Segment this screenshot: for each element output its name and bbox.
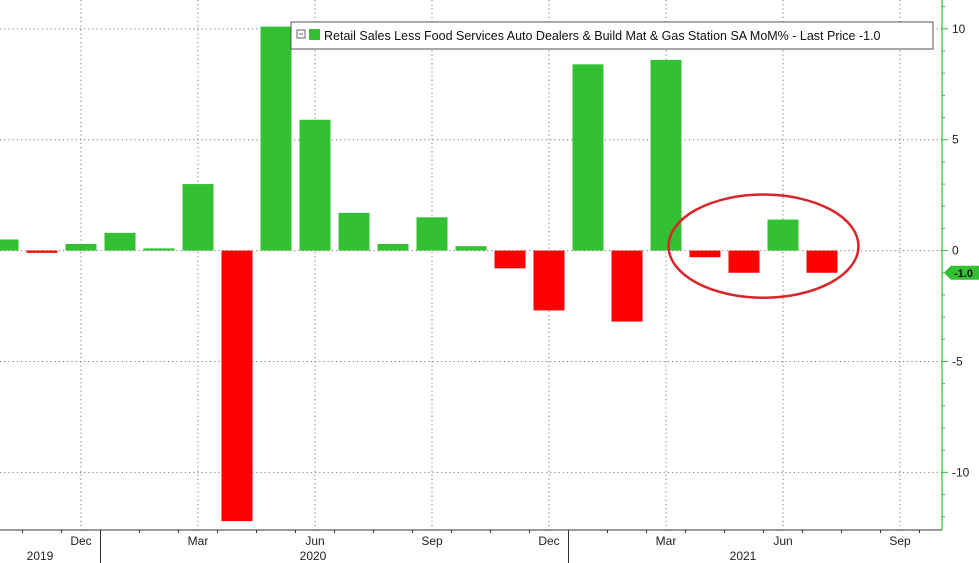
bar bbox=[767, 219, 799, 251]
x-tick-label: Sep bbox=[889, 534, 911, 548]
bar bbox=[455, 246, 487, 251]
bar bbox=[806, 250, 838, 273]
legend-swatch bbox=[309, 29, 320, 40]
last-price-marker bbox=[944, 265, 979, 280]
bar bbox=[494, 250, 526, 269]
y-tick-label: 0 bbox=[952, 244, 959, 258]
x-tick-label: Mar bbox=[188, 534, 209, 548]
highlight-ellipse bbox=[667, 193, 860, 300]
bar bbox=[26, 250, 58, 253]
x-tick-label: Jun bbox=[305, 534, 324, 548]
legend: Retail Sales Less Food Services Auto Dea… bbox=[290, 21, 934, 50]
bar bbox=[650, 59, 682, 251]
x-tick-label: Jun bbox=[773, 534, 792, 548]
y-tick-label: 5 bbox=[952, 133, 959, 147]
bar bbox=[728, 250, 760, 273]
bar bbox=[182, 184, 214, 251]
bar bbox=[143, 248, 175, 251]
x-tick-label: Mar bbox=[656, 534, 677, 548]
bar bbox=[0, 239, 19, 251]
bar bbox=[338, 212, 370, 251]
x-tick-label: Dec bbox=[538, 534, 559, 548]
bar bbox=[260, 26, 292, 251]
year-label: 2021 bbox=[730, 549, 757, 563]
axes bbox=[0, 0, 948, 563]
bar bbox=[104, 232, 136, 251]
bar bbox=[689, 250, 721, 258]
year-label: 2020 bbox=[300, 549, 327, 563]
x-tick-label: Dec bbox=[70, 534, 91, 548]
highlight-annotation bbox=[667, 193, 860, 300]
bar bbox=[221, 250, 253, 522]
axis-labels: 10 5 0 -5 -10 Dec Mar Jun Sep Dec Mar Jun Sep 2019 202… bbox=[27, 22, 979, 563]
y-tick-label: -10 bbox=[952, 465, 970, 479]
x-tick-label: Sep bbox=[421, 534, 443, 548]
last-price-label: -1.0 bbox=[954, 268, 973, 280]
bar bbox=[377, 243, 409, 251]
bar bbox=[533, 250, 565, 311]
bar bbox=[611, 250, 643, 322]
legend-box bbox=[290, 21, 934, 50]
bars bbox=[0, 26, 838, 522]
bar bbox=[299, 119, 331, 251]
legend-label: Retail Sales Less Food Services Auto Dea… bbox=[324, 29, 881, 43]
bar bbox=[416, 217, 448, 251]
bar bbox=[65, 243, 97, 251]
y-tick-label: -5 bbox=[952, 354, 963, 368]
gridlines bbox=[0, 0, 942, 530]
bar bbox=[572, 64, 604, 251]
y-tick-label: 10 bbox=[952, 22, 966, 36]
year-label: 2019 bbox=[27, 549, 54, 563]
